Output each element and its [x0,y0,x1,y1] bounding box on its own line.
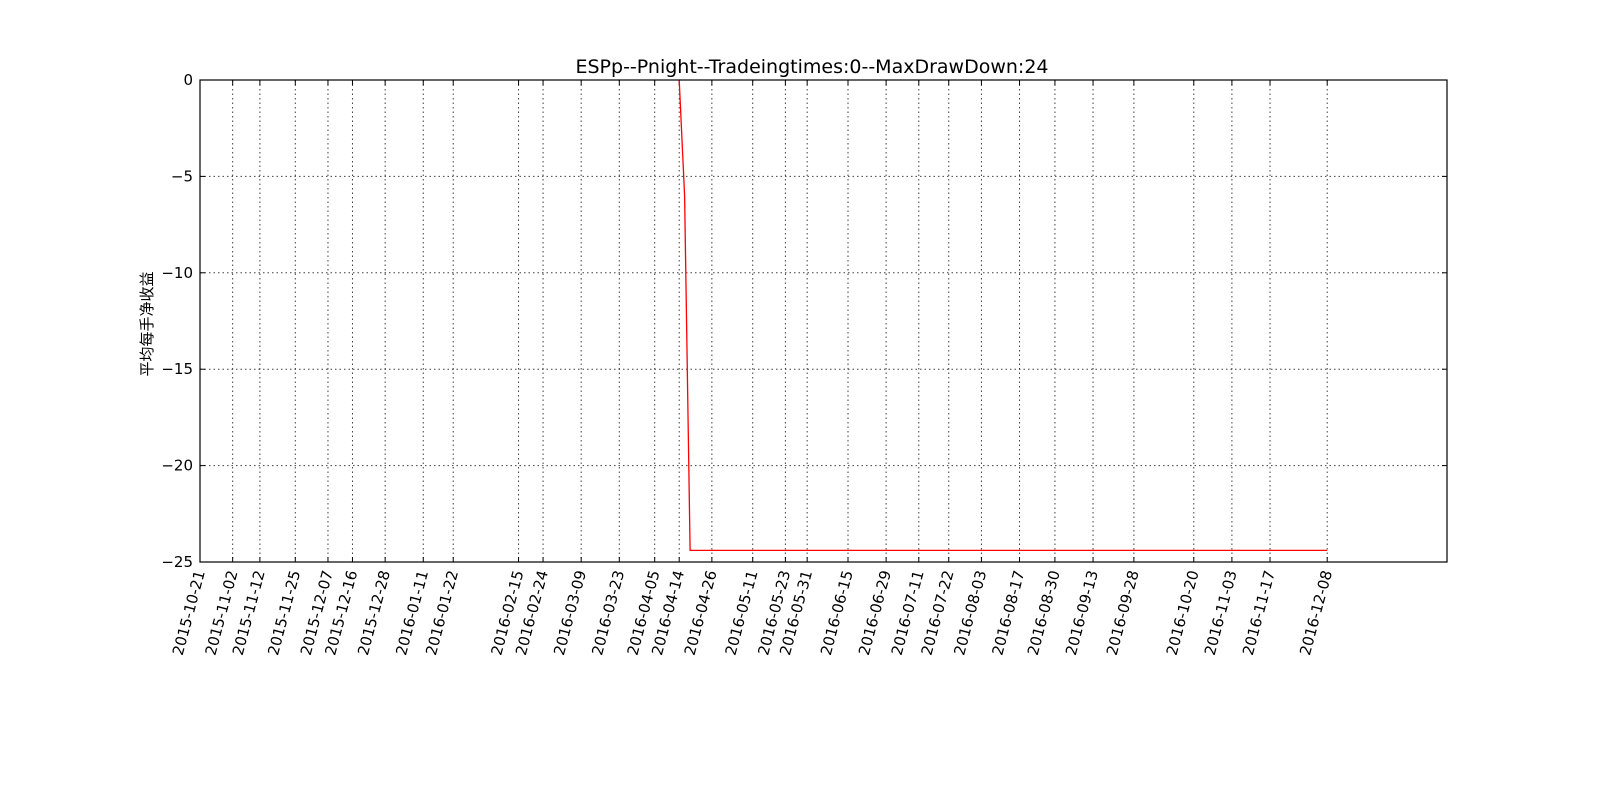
x-tick-label: 2016-09-28 [1103,568,1143,657]
x-tick-label: 2015-10-21 [169,568,209,657]
y-tick-label: −25 [161,553,193,571]
x-tick-label: 2016-08-03 [950,568,990,657]
x-tick-label: 2016-06-29 [855,568,895,657]
x-tick-label: 2016-11-17 [1239,568,1279,657]
grid-lines [199,79,1447,563]
x-tick-label: 2016-10-20 [1163,568,1203,657]
series-layer [678,79,1328,552]
x-tick-label: 2016-06-15 [817,568,857,657]
y-axis-label: 平均每手净收益 [138,271,156,376]
x-tick-label: 2016-09-13 [1062,568,1102,657]
y-axis-ticks: 0 −5 −10 −15 −20 −25 [161,71,1447,571]
x-tick-label: 2016-03-09 [550,568,590,657]
x-tick-label: 2015-11-25 [264,568,304,657]
y-tick-label: −5 [171,167,193,185]
chart-title: ESPp--Pnight--Tradeingtimes:0--MaxDrawDo… [575,56,1048,78]
x-tick-label: 2016-05-11 [722,568,762,657]
x-tick-label: 2016-04-26 [681,568,721,657]
y-tick-label: −10 [161,264,193,282]
x-tick-label: 2015-12-28 [354,568,394,657]
x-tick-label: 2016-08-30 [1024,568,1064,657]
x-tick-label: 2016-03-23 [588,568,628,657]
x-tick-label: 2016-08-17 [988,568,1028,657]
y-tick-label: 0 [183,71,193,89]
y-tick-label: −20 [161,457,193,475]
series-line [678,79,1328,552]
x-tick-label: 2016-11-03 [1201,568,1241,657]
plot-frame [199,79,1448,563]
y-tick-label: −15 [161,360,193,378]
x-tick-label: 2016-12-08 [1296,568,1336,657]
